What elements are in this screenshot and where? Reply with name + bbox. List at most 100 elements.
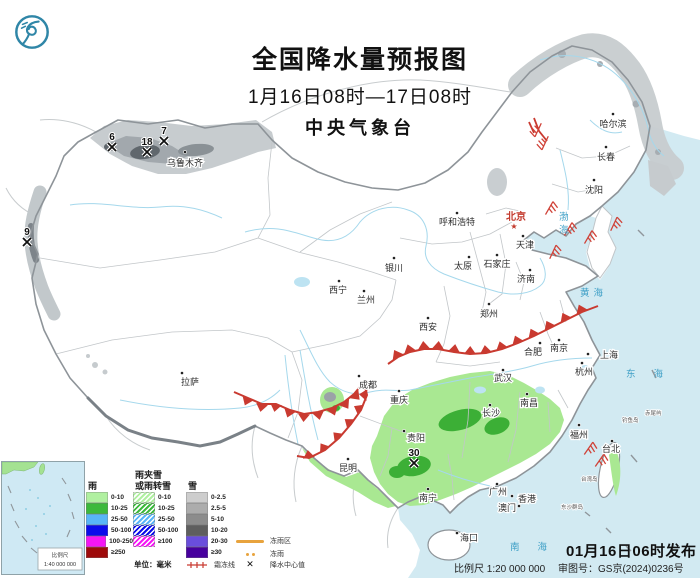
front-lines xyxy=(233,117,599,460)
legend-color-chip xyxy=(86,513,108,526)
legend-freezing-rain-area: 冻雨区 xyxy=(236,536,291,546)
legend-unit-label: 单位：毫米 xyxy=(134,560,172,569)
sea-label: 渤海 xyxy=(559,211,569,236)
legend-item: 0-10 xyxy=(86,491,133,504)
sea-label: 东海 xyxy=(626,368,681,380)
island-label: 钓鱼岛 xyxy=(622,416,639,424)
city-label: 成都 xyxy=(359,379,377,390)
legend-freezing-rain: 冻雨 xyxy=(236,549,284,559)
hainan-island xyxy=(427,529,471,561)
legend-item: 10-25 xyxy=(86,502,133,515)
city-dot xyxy=(488,403,492,407)
legend-header-rain: 雨 xyxy=(88,481,98,491)
legend-color-chip xyxy=(86,524,108,537)
city-dot xyxy=(538,341,542,345)
city-label: 长春 xyxy=(597,151,615,162)
legend-color-chip xyxy=(186,491,208,504)
city-label: 武汉 xyxy=(494,372,512,383)
small-islands xyxy=(584,229,657,552)
legend-color-chip xyxy=(186,513,208,526)
legend-item: 10-20 xyxy=(186,524,236,537)
legend-item: 0-10 xyxy=(133,491,186,504)
precip-center-x-icon xyxy=(409,458,419,468)
legend-item-label: 0-2.5 xyxy=(211,494,226,501)
city-dot xyxy=(611,112,615,116)
city-dot xyxy=(180,371,184,375)
legend-item-label: ≥30 xyxy=(211,549,222,556)
legend-color-chip xyxy=(186,502,208,515)
sea-label: 黄海 xyxy=(580,287,607,299)
freezing-rain-icon xyxy=(236,552,264,556)
city-label: 天津 xyxy=(516,240,534,250)
sea-area xyxy=(398,126,700,578)
legend-header-sleet: 雨夹雪 或雨转雪 xyxy=(135,470,172,491)
city-dot xyxy=(586,352,590,356)
city-label: 兰州 xyxy=(357,294,375,305)
city-dot xyxy=(528,268,532,272)
city-label: 西安 xyxy=(419,321,437,332)
legend-item: 50-100 xyxy=(86,524,133,537)
precip-center-value: 18 xyxy=(141,137,153,148)
legend-color-chip xyxy=(133,502,155,515)
city-dot xyxy=(592,178,596,182)
legend-item-label: 0-10 xyxy=(158,494,172,501)
city-dot xyxy=(357,374,361,378)
city-label: 杭州 xyxy=(575,366,593,377)
precip-center-x-icon xyxy=(107,142,117,152)
city-dot xyxy=(402,429,406,433)
legend-item-label: 50-100 xyxy=(158,527,179,534)
sea-label-char: 海 xyxy=(559,224,569,236)
city-label: 海口 xyxy=(460,532,478,543)
legend-item-label: 100-250 xyxy=(109,538,133,545)
legend-item-label: 0-10 xyxy=(111,494,125,501)
city-label: 南宁 xyxy=(419,492,437,503)
city-label: 呼和浩特 xyxy=(439,216,475,227)
city-label: 台北 xyxy=(602,443,620,454)
foreign-borders xyxy=(5,79,511,549)
legend-column-snow: 雪 0-2.5 2.5-5 5-10 10-20 20-30 ≥30 xyxy=(186,458,236,559)
legend-item-label: 10-25 xyxy=(158,505,175,512)
legend-item-label: 25-50 xyxy=(158,516,175,523)
forecast-period: 1月16日08时—17日08时 xyxy=(247,87,473,108)
province-borders xyxy=(39,141,631,501)
inset-map: 比例尺 1:40 000 000 xyxy=(1,461,83,571)
snow-areas xyxy=(24,33,684,375)
island-label: 台湾岛 xyxy=(581,475,598,483)
frost-line-icon xyxy=(187,562,207,568)
city-dot xyxy=(346,457,350,461)
city-label: 福州 xyxy=(570,429,588,440)
legend-item-label: 2.5-5 xyxy=(211,505,226,512)
legend-item-label: 10-20 xyxy=(211,527,228,534)
precip-center-value: 7 xyxy=(161,126,167,137)
legend-color-chip xyxy=(133,491,155,504)
legend-item: 50-100 xyxy=(133,524,186,537)
city-dot xyxy=(510,494,514,498)
city-label: 澳门 xyxy=(498,502,516,513)
city-label: 上海 xyxy=(600,349,618,360)
city-label: 长沙 xyxy=(482,407,500,418)
island-label: 赤尾屿 xyxy=(645,409,662,417)
legend-item: 25-50 xyxy=(86,513,133,526)
legend-item: 5-10 xyxy=(186,513,236,526)
cma-logo-icon xyxy=(15,15,49,49)
city-dot xyxy=(397,389,401,393)
legend-color-chip xyxy=(86,535,107,548)
city-label: 银川 xyxy=(385,262,403,273)
legend-color-chip xyxy=(186,546,208,559)
legend-frost-line: 霜冻线 xyxy=(186,560,235,570)
city-dot xyxy=(426,487,430,491)
city-label: 南昌 xyxy=(520,397,538,408)
legend-color-chip xyxy=(133,513,155,526)
legend-item: 20-30 xyxy=(186,535,236,548)
city-label: 郑州 xyxy=(480,308,498,319)
inset-scale-box xyxy=(37,547,83,571)
precip-center-markers-group: 6 18 7 9 30 xyxy=(21,125,421,469)
city-dot xyxy=(362,289,366,293)
legend-columns: 雨 0-10 10-25 25-50 50-100 100-250 ≥250 雨夹雪 或雨转雪 0… xyxy=(86,458,236,559)
precip-center-value: 6 xyxy=(109,132,115,143)
